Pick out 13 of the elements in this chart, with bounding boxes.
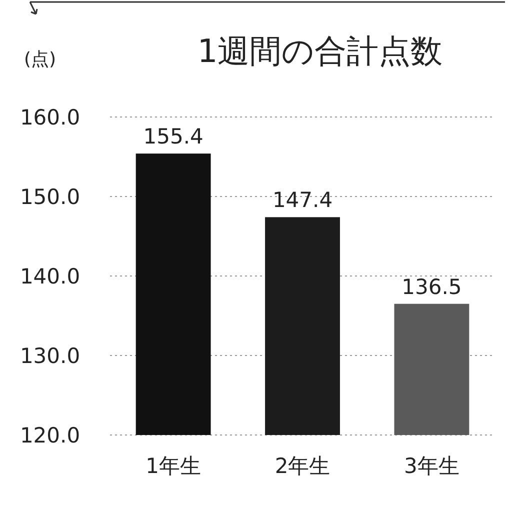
y-tick-label: 160.0 [20, 105, 80, 130]
x-tick-label: 3年生 [404, 454, 460, 478]
chart-title: 1週間の合計点数 [197, 32, 443, 70]
data-label: 147.4 [272, 188, 333, 212]
data-label: 155.4 [143, 124, 204, 149]
y-tick-label: 150.0 [20, 184, 80, 209]
y-tick-label: 140.0 [20, 264, 80, 288]
x-tick-label: 2年生 [274, 454, 330, 478]
data-label: 136.5 [402, 274, 462, 299]
y-tick-label: 120.0 [20, 423, 80, 448]
y-tick-label: 130.0 [20, 344, 80, 368]
x-tick-label: 1年生 [146, 454, 201, 478]
y-axis-title: (点) [24, 49, 56, 70]
